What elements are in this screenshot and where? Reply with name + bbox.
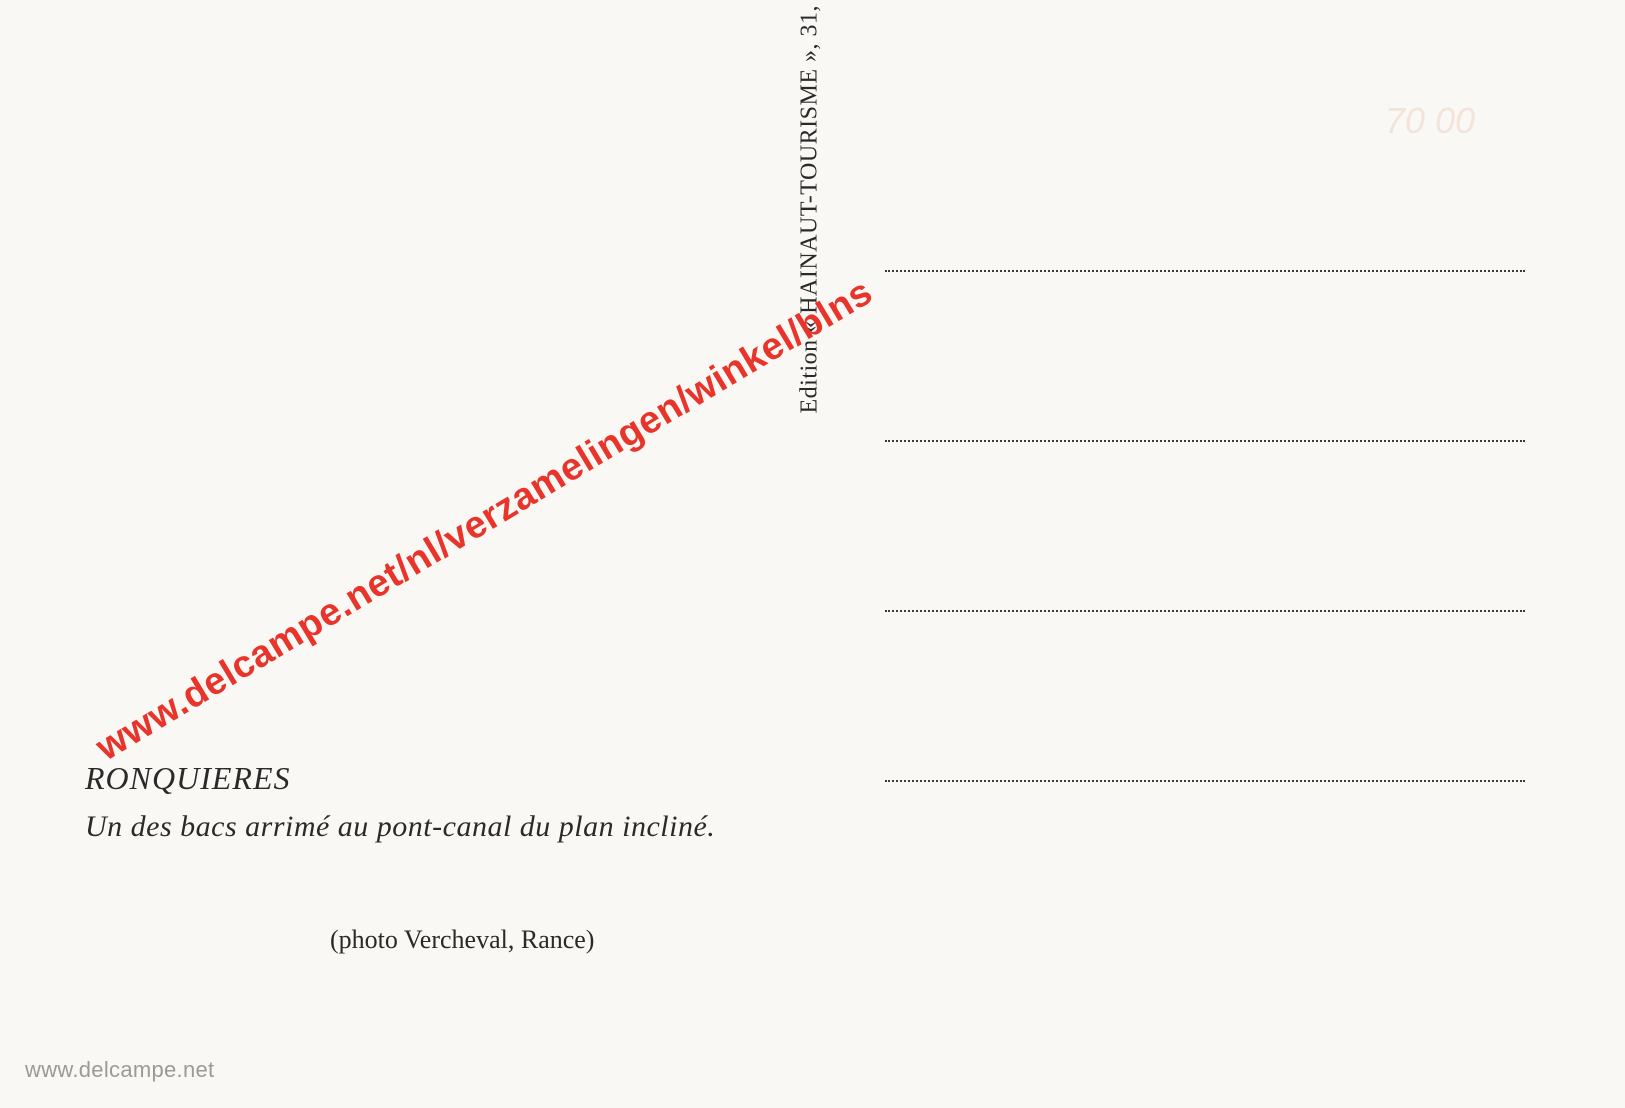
watermark-diagonal: www.delcampe.net/nl/verzamelingen/winkel… bbox=[89, 271, 880, 770]
address-line-4 bbox=[885, 780, 1525, 782]
postcard-description: Un des bacs arrimé au pont-canal du plan… bbox=[85, 805, 765, 849]
postcard-title: RONQUIERES bbox=[85, 760, 765, 797]
address-line-2 bbox=[885, 440, 1525, 442]
postcard-back: 70 00 Edition « HAINAUT-TOURISME », 31, … bbox=[0, 0, 1625, 1108]
caption-block: RONQUIERES Un des bacs arrimé au pont-ca… bbox=[85, 760, 765, 849]
photo-credit: (photo Vercheval, Rance) bbox=[330, 925, 594, 955]
address-line-3 bbox=[885, 610, 1525, 612]
address-lines-container bbox=[885, 270, 1525, 782]
address-line-1 bbox=[885, 270, 1525, 272]
watermark-bottom: www.delcampe.net bbox=[25, 1057, 214, 1083]
publisher-text: Edition « HAINAUT-TOURISME », 31, rue de… bbox=[797, 0, 824, 414]
faded-marking: 70 00 bbox=[1385, 100, 1475, 142]
